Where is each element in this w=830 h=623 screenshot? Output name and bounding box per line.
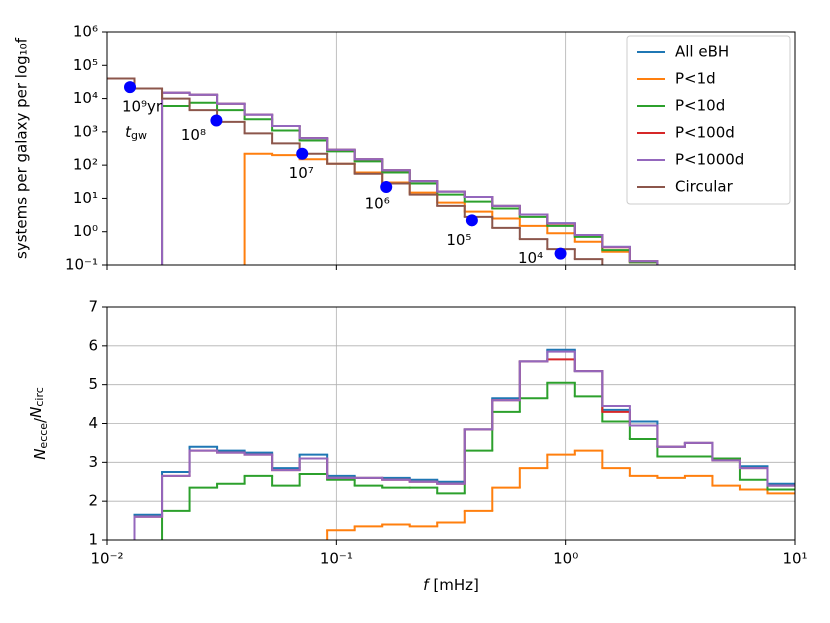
y-tick-label: 10¹ [73,189,98,207]
marker-label: 10⁹yr [122,98,163,116]
y-tick-label: 10² [73,156,98,174]
y-tick-label: 4 [88,414,98,432]
legend-label: P<10d [675,97,725,115]
x-tick-label: 10¹ [782,550,807,568]
y-tick-label: 10⁻¹ [65,256,98,274]
y-label-part: circ [33,387,46,406]
panel: 10⁻¹ 10⁰ 10¹ 10² 10³ 10⁴ 10⁵ 10⁶ systems per gal… [13,23,796,274]
y-tick-label: 10⁴ [73,89,98,107]
y-tick-label: 10⁵ [73,56,98,74]
legend-label: P<1d [675,70,716,88]
marker-label: 10⁷ [289,164,314,182]
legend-frame [626,35,791,205]
series-group [133,348,795,540]
legend-label: Circular [675,178,734,196]
series-group [107,77,659,265]
x-tick-label: 10⁰ [553,550,578,568]
marker-label: 10⁸ [181,126,206,144]
y-axis-label: Necce/Ncirc [27,387,51,460]
y-label-part: N [27,407,45,418]
y-tick-label: 1 [88,531,98,549]
marker-label: 10⁵ [446,231,471,249]
marker [296,147,309,160]
y-label-part: ecce [37,423,50,449]
y-tick-label: 7 [88,298,98,316]
y-tick-label: 6 [88,336,98,354]
annotation-part: gw [131,129,147,142]
annotation: tgw [125,123,147,143]
y-tick-label: 10⁶ [73,23,98,41]
legend-label: All eBH [675,43,729,61]
y-label-part: / [31,417,49,423]
marker [124,81,137,94]
marker-label: 10⁶ [365,195,390,213]
marker [380,181,393,194]
y-tick-label: 3 [88,453,98,471]
step-riser [326,450,769,540]
x-axis-label: f [mHz] [423,576,479,594]
x-tick-label: 10⁻¹ [320,550,353,568]
y-tick-label: 10⁰ [73,222,98,240]
legend-label: P<100d [675,124,735,142]
annotation-part: t [125,123,132,141]
x-label-part: [mHz] [433,576,478,594]
y-tick-label: 5 [88,375,98,393]
marker [465,214,478,227]
step-riser [161,92,659,265]
y-label-part: N [31,449,49,460]
x-tick-label: 10⁻² [90,550,123,568]
plot-frame [106,31,796,266]
y-axis-label: systems per galaxy per log₁₀f [13,37,31,259]
marker-label: 10⁴ [518,249,543,267]
y-tick-label: 10³ [73,122,98,140]
legend-label: P<1000d [675,151,744,169]
marker [210,114,223,127]
x-label-part: f [423,576,431,594]
y-tick-label: 2 [88,492,98,510]
marker [554,247,567,260]
